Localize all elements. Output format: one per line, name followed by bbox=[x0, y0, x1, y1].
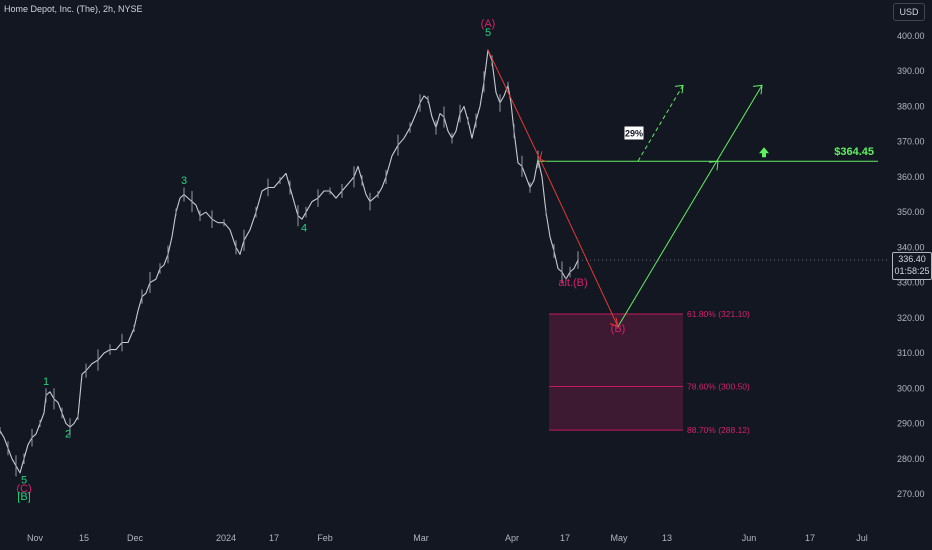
x-tick-label: 2024 bbox=[216, 533, 236, 543]
fib-label-2: 88.70% (288.12) bbox=[687, 425, 750, 435]
y-tick-label: 350.00 bbox=[897, 207, 925, 217]
currency-button[interactable]: USD bbox=[893, 3, 925, 21]
x-tick-label: Apr bbox=[505, 533, 519, 543]
percent-badge bbox=[623, 125, 645, 141]
fib-label-1: 78.60% (300.50) bbox=[687, 382, 750, 392]
wave-label: (B) bbox=[611, 323, 626, 335]
red-projection bbox=[487, 49, 619, 327]
price-line bbox=[0, 49, 579, 474]
x-tick-label: Nov bbox=[27, 533, 44, 543]
target-label: $364.45 bbox=[834, 146, 874, 158]
y-tick-label: 280.00 bbox=[897, 454, 925, 464]
y-tick-label: 390.00 bbox=[897, 66, 925, 76]
x-tick-label: Jul bbox=[856, 533, 868, 543]
x-tick-label: 17 bbox=[805, 533, 815, 543]
chart-title: Home Depot, Inc. (The), 2h, NYSE bbox=[4, 4, 143, 14]
wave-label: 1 bbox=[43, 376, 49, 388]
wave-label: 5 bbox=[21, 474, 27, 486]
percent-label: 29% bbox=[625, 129, 643, 139]
y-tick-label: 300.00 bbox=[897, 383, 925, 393]
wave-label: 2 bbox=[65, 429, 71, 441]
x-tick-label: 15 bbox=[79, 533, 89, 543]
green-dashed-projection bbox=[637, 85, 684, 162]
current-price-label: 336.40 01:58:25 bbox=[892, 252, 932, 280]
x-tick-label: 13 bbox=[662, 533, 672, 543]
y-tick-label: 270.00 bbox=[897, 489, 925, 499]
y-tick-label: 380.00 bbox=[897, 101, 925, 111]
y-tick-label: 370.00 bbox=[897, 137, 925, 147]
y-tick-label: 330.00 bbox=[897, 278, 925, 288]
wave-label: 3 bbox=[181, 175, 187, 187]
x-tick-label: 17 bbox=[269, 533, 279, 543]
y-tick-label: 340.00 bbox=[897, 242, 925, 252]
y-tick-label: 360.00 bbox=[897, 172, 925, 182]
x-tick-label: 17 bbox=[560, 533, 570, 543]
y-tick-label: 320.00 bbox=[897, 313, 925, 323]
y-tick-label: 310.00 bbox=[897, 348, 925, 358]
x-tick-label: Mar bbox=[413, 533, 429, 543]
fib-label-0: 61.80% (321.10) bbox=[687, 309, 750, 319]
x-tick-label: May bbox=[610, 533, 628, 543]
green-arrowhead-icon bbox=[752, 84, 763, 95]
x-tick-label: Feb bbox=[317, 533, 333, 543]
wave-label: [B] bbox=[17, 491, 30, 503]
bar-countdown: 01:58:25 bbox=[894, 266, 930, 276]
target-up-arrow-icon bbox=[759, 147, 769, 158]
y-tick-label: 290.00 bbox=[897, 419, 925, 429]
wave-label: alt.(B) bbox=[558, 277, 587, 289]
green-cross-arrowhead-icon bbox=[708, 160, 719, 171]
red-arrowhead-icon bbox=[609, 317, 619, 328]
green-projection bbox=[617, 85, 763, 327]
green-dashed-arrowhead-icon bbox=[674, 84, 684, 94]
fib-zone bbox=[549, 313, 683, 431]
wave-label: (C) bbox=[16, 483, 31, 495]
x-tick-label: Jun bbox=[742, 533, 757, 543]
wave-label: 5 bbox=[485, 27, 491, 39]
red-projection-joint bbox=[539, 151, 547, 162]
y-tick-label: 400.00 bbox=[897, 31, 925, 41]
x-tick-label: Dec bbox=[127, 533, 144, 543]
wave-label: (A) bbox=[481, 18, 496, 30]
current-price: 336.40 bbox=[898, 254, 926, 264]
wave-label: 4 bbox=[301, 223, 307, 235]
